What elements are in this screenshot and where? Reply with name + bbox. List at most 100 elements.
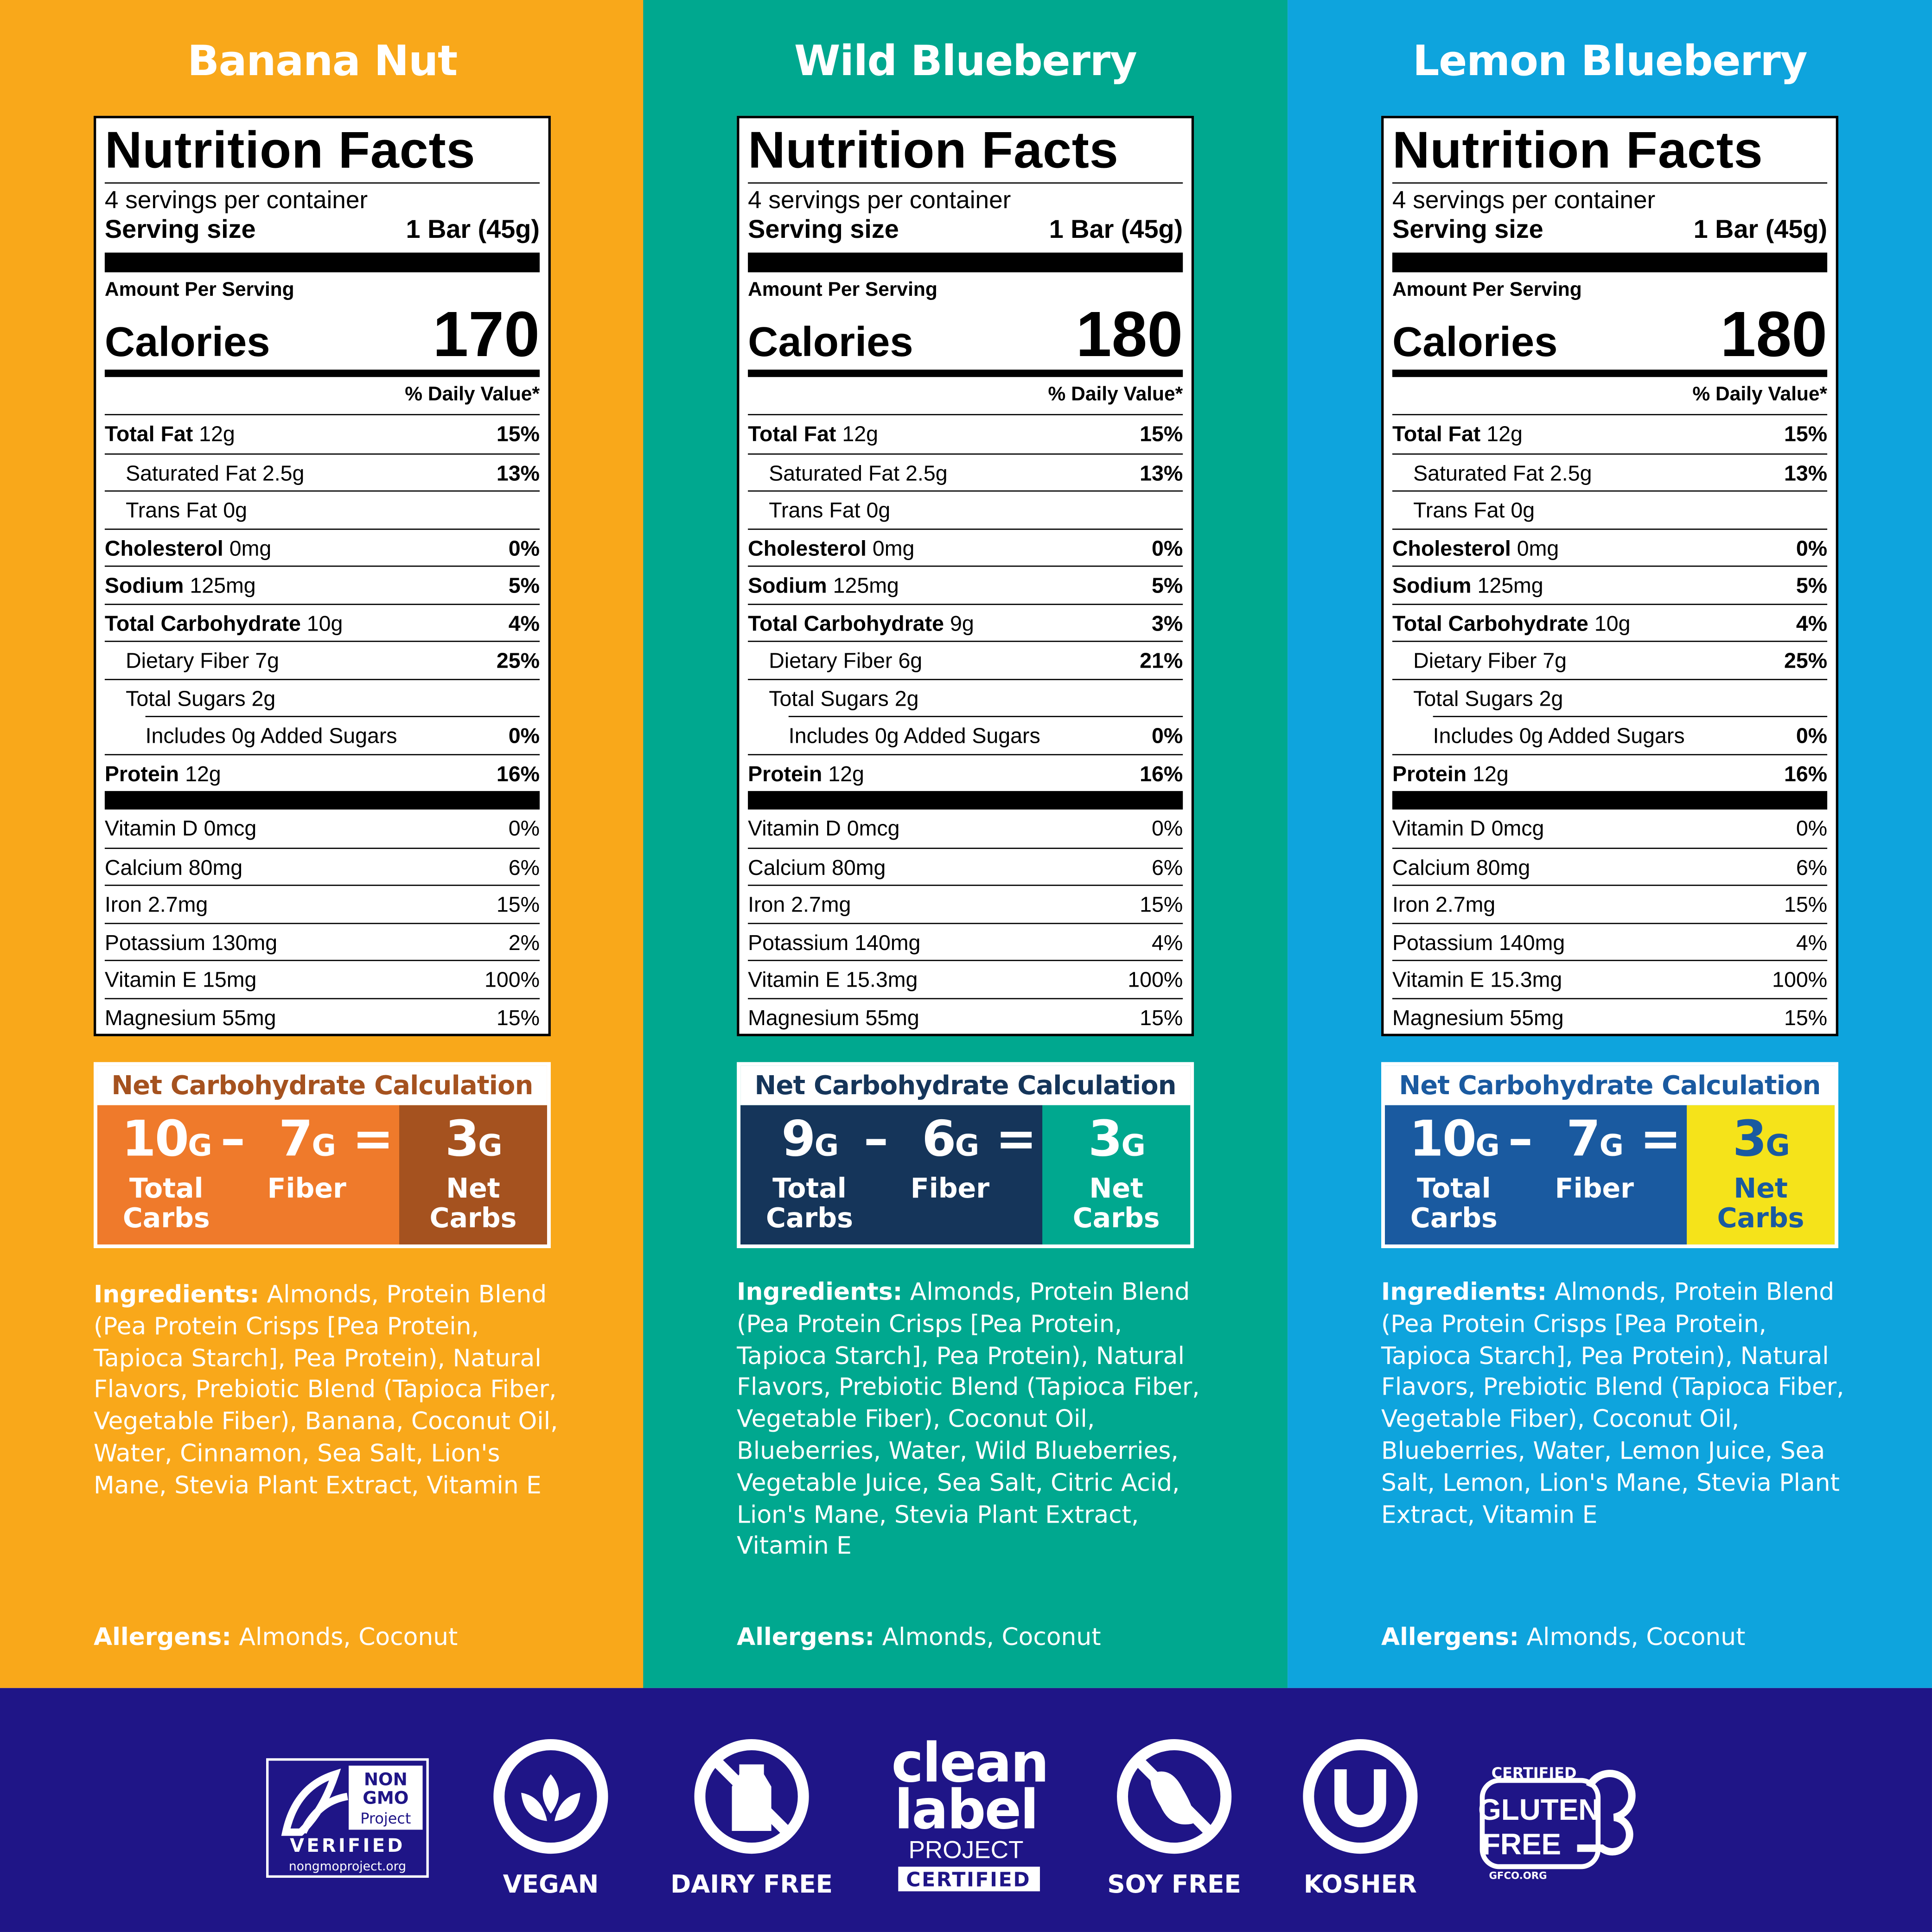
badge-circle <box>493 1739 608 1854</box>
nutrient-row: Includes 0g Added Sugars 0% <box>1433 716 1828 753</box>
vitamin-dv: 15% <box>496 892 540 917</box>
nutrient-row: Trans Fat 0g <box>1392 490 1828 528</box>
nutrient-dv: 25% <box>1784 648 1828 673</box>
net-carbs-calc: 9G Total Carbs –6G Fiber = <box>740 1105 1043 1245</box>
allergens-text: Almonds, Coconut <box>1526 1622 1746 1651</box>
nutrient-dv: 21% <box>1140 648 1183 673</box>
nutrient-row: Total Carbohydrate 10g 4% <box>104 603 540 641</box>
net-carbs-title: Net Carbohydrate Calculation <box>1385 1065 1835 1105</box>
carb-label: Net Carbs <box>1717 1174 1804 1235</box>
rule <box>1392 791 1828 810</box>
ingredients-text: Almonds, Protein Blend (Pea Protein Cris… <box>1381 1277 1844 1529</box>
badge-label: SOY FREE <box>1107 1870 1241 1899</box>
rule <box>104 252 540 273</box>
ingredients-text: Almonds, Protein Blend (Pea Protein Cris… <box>93 1280 558 1499</box>
nutrient-name: Saturated Fat 2.5g <box>126 454 304 490</box>
badge-text: VERIFIED <box>290 1835 405 1856</box>
carb-label: Net Carbs <box>429 1174 517 1235</box>
nutrient-amount: 12g <box>185 761 221 786</box>
carb-amount: 10G <box>105 1110 228 1175</box>
nutrient-amount: 0mg <box>1517 535 1559 560</box>
nutrient-name: Total Fat 12g <box>1392 415 1523 453</box>
gluten-free-badge: CERTIFIED GLUTEN FREE GFCO.ORG <box>1478 1764 1636 1882</box>
nutrient-name: Includes 0g Added Sugars <box>146 717 397 753</box>
vitamin-dv: 4% <box>1151 930 1183 955</box>
allergens-label: Allergens: <box>1381 1622 1519 1651</box>
product-panel: Lemon Blueberry Nutrition Facts 4 servings… <box>1288 0 1932 1688</box>
nutrient-row: Sodium 125mg 5% <box>104 565 540 603</box>
ingredients-label: Ingredients: <box>93 1280 260 1309</box>
vitamin-label: Magnesium 55mg <box>748 1005 919 1030</box>
amount-label: Amount Per Serving <box>748 280 937 301</box>
nutrient-amount: 7g <box>1543 648 1567 673</box>
carb-number: 3 <box>1733 1111 1767 1168</box>
servings: 4 servings per container <box>748 187 1011 215</box>
nutrient-amount: 0g <box>1511 497 1535 523</box>
nutrient-row: Trans Fat 0g <box>748 490 1183 528</box>
ingredients: Ingredients: Almonds, Protein Blend (Pea… <box>94 1279 564 1501</box>
vitamin-row: Vitamin E 15.3mg 100% <box>748 960 1183 997</box>
badge-circle <box>694 1739 809 1854</box>
nutrient-row: Cholesterol 0mg 0% <box>1392 528 1828 566</box>
carb-block: 7G Fiber <box>245 1110 369 1205</box>
nutrient-dv: 13% <box>496 460 540 485</box>
nutrient-name: Total Carbohydrate 10g <box>105 605 343 641</box>
net-carbs-calc: 10G Total Carbs –7G Fiber = <box>1385 1105 1687 1245</box>
carb-unit: G <box>814 1129 839 1163</box>
nutrient-row: Saturated Fat 2.5g 13% <box>104 453 540 491</box>
carb-amount: 6G <box>888 1110 1012 1175</box>
rule <box>104 791 540 810</box>
nutrient-amount: 10g <box>1594 610 1631 635</box>
carb-number: 9 <box>781 1111 816 1168</box>
carb-amount: 3G <box>399 1110 547 1175</box>
serving-size-value: 1 Bar (45g) <box>1049 216 1183 244</box>
vitamin-dv: 0% <box>508 816 540 841</box>
vitamin-row: Vitamin D 0mcg 0% <box>1392 810 1827 847</box>
nutrient-label: Saturated Fat <box>1413 460 1544 485</box>
dv-header: % Daily Value* <box>748 377 1183 415</box>
rule <box>748 252 1183 273</box>
nutrient-label: Total Sugars <box>769 685 889 711</box>
carb-amount: 7G <box>1533 1110 1656 1175</box>
vitamin-label: Calcium 80mg <box>748 854 886 880</box>
vitamin-label: Vitamin E 15.3mg <box>1392 967 1562 992</box>
vitamin-row: Vitamin D 0mcg 0% <box>105 810 540 847</box>
nutrient-name: Total Carbohydrate 9g <box>748 605 974 641</box>
servings: 4 servings per container <box>1392 187 1656 215</box>
operator: = <box>995 1111 1037 1168</box>
nutrient-label: Includes 0g Added Sugars <box>1433 723 1685 748</box>
badge-icon <box>281 1768 348 1836</box>
nutrient-row: Total Sugars 2g <box>104 678 540 716</box>
nutrient-row: Saturated Fat 2.5g 13% <box>1392 453 1828 491</box>
badge-frame <box>1479 1778 1601 1869</box>
allergens-label: Allergens: <box>737 1622 875 1651</box>
carb-block: 10G Total Carbs <box>105 1110 228 1234</box>
nutrient-dv: 5% <box>1796 573 1828 598</box>
vitamin-dv: 4% <box>1796 930 1828 955</box>
carb-number: 10 <box>121 1111 189 1168</box>
serving-size-label: Serving size <box>748 216 899 244</box>
nutrient-name: Includes 0g Added Sugars <box>1433 717 1685 753</box>
badge-text: clean <box>892 1731 1048 1795</box>
badge-text: PROJECT <box>908 1836 1023 1864</box>
vitamin-row: Iron 2.7mg 15% <box>104 885 540 922</box>
serving-size-label: Serving size <box>104 216 256 244</box>
carb-amount: 3G <box>1687 1110 1835 1175</box>
vitamin-row: Calcium 80mg 6% <box>748 847 1183 885</box>
badge-text: NON <box>364 1769 408 1790</box>
nutrient-dv: 4% <box>1796 610 1828 635</box>
carb-unit: G <box>188 1129 212 1163</box>
badge-text: Project <box>360 1810 411 1827</box>
vitamin-label: Iron 2.7mg <box>1392 892 1496 917</box>
nutrient-amount: 0mg <box>872 535 915 560</box>
operator: = <box>1640 1111 1682 1168</box>
vitamin-dv: 15% <box>1784 1005 1828 1030</box>
nutrient-name: Sodium 125mg <box>1392 567 1543 603</box>
allergens-text: Almonds, Coconut <box>882 1622 1101 1651</box>
nutrient-row: Sodium 125mg 5% <box>748 565 1183 603</box>
nutrient-amount: 2g <box>251 685 276 711</box>
operator: – <box>1508 1111 1533 1168</box>
nutrient-dv: 13% <box>1140 460 1183 485</box>
nutrient-amount: 9g <box>950 610 974 635</box>
nutrient-row: Dietary Fiber 6g 21% <box>748 640 1183 678</box>
